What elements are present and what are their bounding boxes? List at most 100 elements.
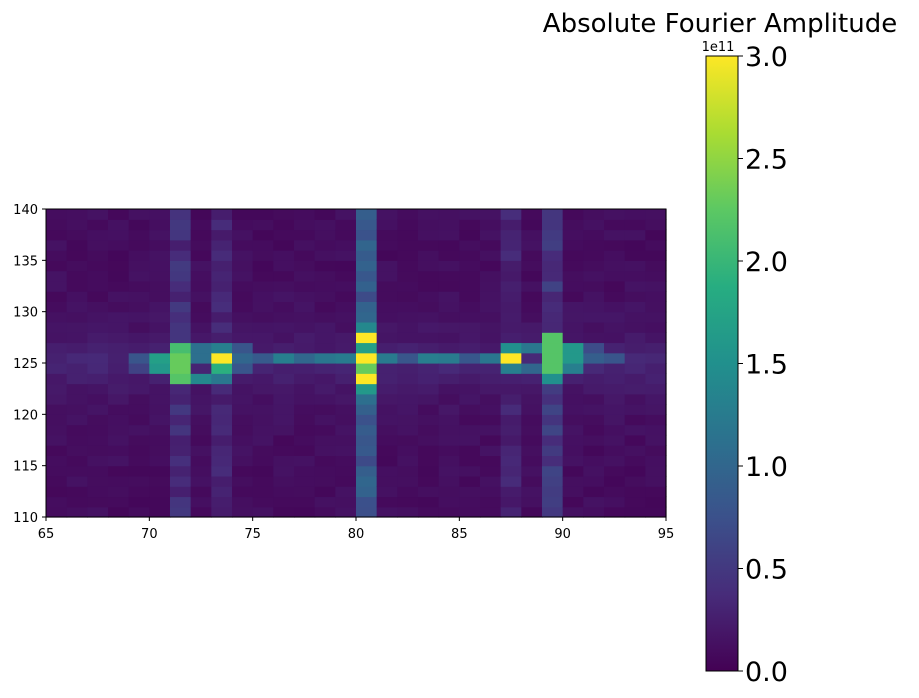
heatmap-cell	[356, 496, 378, 508]
heatmap-cell	[149, 506, 171, 518]
heatmap-cell	[397, 270, 419, 282]
heatmap-cell	[356, 404, 378, 415]
heatmap-cell	[562, 496, 584, 508]
heatmap-cell	[438, 486, 460, 498]
heatmap-cell	[46, 301, 68, 313]
heatmap-cell	[252, 352, 274, 364]
heatmap-cell	[232, 393, 254, 405]
heatmap-cell	[66, 301, 88, 313]
heatmap-cell	[376, 352, 398, 364]
heatmap-cell	[459, 465, 481, 477]
heatmap-cell	[562, 445, 584, 456]
heatmap-cell	[190, 219, 212, 231]
heatmap-cell	[273, 321, 295, 333]
heatmap-cell	[170, 363, 192, 374]
heatmap-cell	[376, 250, 398, 261]
heatmap-cell	[480, 383, 502, 395]
heatmap-cell	[562, 455, 584, 467]
heatmap-cell	[46, 434, 68, 446]
heatmap-cell	[252, 270, 274, 282]
heatmap-cell	[190, 445, 212, 456]
heatmap-cell	[583, 321, 605, 333]
heatmap-cell	[108, 496, 130, 508]
heatmap-cell	[583, 404, 605, 415]
heatmap-cell	[232, 486, 254, 498]
heatmap-cell	[376, 486, 398, 498]
heatmap-cell	[376, 445, 398, 456]
heatmap-cell	[645, 465, 667, 477]
heatmap-cell	[418, 342, 440, 354]
heatmap-cell	[356, 465, 378, 477]
heatmap-cell	[376, 239, 398, 251]
colorbar-tick-label: 0.0	[745, 657, 788, 688]
heatmap-cell	[252, 373, 274, 385]
heatmap-cell	[583, 465, 605, 477]
heatmap-cell	[480, 270, 502, 282]
heatmap-cell	[418, 373, 440, 385]
heatmap-cell	[232, 250, 254, 261]
heatmap-cell	[480, 424, 502, 436]
heatmap-cell	[211, 209, 233, 220]
heatmap-cell	[645, 373, 667, 385]
heatmap-cell	[438, 239, 460, 251]
heatmap-cell	[418, 465, 440, 477]
heatmap-cell	[87, 383, 109, 395]
heatmap-cell	[66, 352, 88, 364]
heatmap-cell	[480, 414, 502, 426]
heatmap-cell	[418, 475, 440, 487]
heatmap-cell	[170, 455, 192, 467]
heatmap-cell	[87, 486, 109, 498]
heatmap-cell	[438, 270, 460, 282]
heatmap-cell	[190, 455, 212, 467]
heatmap-cell	[624, 321, 646, 333]
heatmap-cell	[66, 393, 88, 405]
heatmap-cell	[459, 270, 481, 282]
heatmap-cell	[335, 373, 357, 385]
heatmap-cell	[624, 434, 646, 446]
heatmap-cell	[128, 455, 150, 467]
heatmap-cell	[521, 332, 543, 344]
heatmap-cell	[314, 352, 336, 364]
heatmap-cell	[190, 475, 212, 487]
heatmap-cell	[645, 496, 667, 508]
heatmap-cell	[418, 352, 440, 364]
heatmap-cell	[397, 506, 419, 518]
heatmap-cell	[170, 291, 192, 302]
heatmap-cell	[562, 434, 584, 446]
heatmap-cell	[604, 414, 626, 426]
heatmap-cell	[273, 434, 295, 446]
x-axis: 65 70 75 80 85 90 95	[38, 517, 674, 542]
heatmap-cell	[46, 291, 68, 302]
heatmap-cell	[438, 301, 460, 313]
heatmap-cell	[294, 373, 316, 385]
heatmap-cell	[604, 250, 626, 261]
heatmap-cell	[521, 475, 543, 487]
heatmap-cell	[459, 434, 481, 446]
heatmap-cell	[190, 496, 212, 508]
heatmap-cell	[376, 455, 398, 467]
heatmap-cell	[46, 332, 68, 344]
heatmap-cell	[645, 445, 667, 456]
heatmap-cell	[128, 321, 150, 333]
heatmap-cell	[376, 414, 398, 426]
heatmap-cell	[604, 291, 626, 302]
heatmap-cell	[438, 260, 460, 272]
heatmap-cell	[190, 270, 212, 282]
heatmap-cell	[418, 506, 440, 518]
heatmap-cell	[397, 342, 419, 354]
heatmap-cell	[335, 383, 357, 395]
heatmap-cell	[108, 363, 130, 374]
heatmap-cell	[397, 393, 419, 405]
heatmap-cell	[500, 424, 522, 436]
heatmap-cell	[66, 383, 88, 395]
heatmap-cell	[624, 291, 646, 302]
heatmap-cell	[211, 311, 233, 323]
heatmap-cell	[438, 434, 460, 446]
heatmap-cell	[211, 434, 233, 446]
heatmap-cell	[356, 280, 378, 292]
heatmap-cell	[128, 280, 150, 292]
heatmap-cell	[252, 393, 274, 405]
heatmap-cell	[108, 465, 130, 477]
heatmap-cell	[397, 455, 419, 467]
heatmap-cell	[66, 280, 88, 292]
